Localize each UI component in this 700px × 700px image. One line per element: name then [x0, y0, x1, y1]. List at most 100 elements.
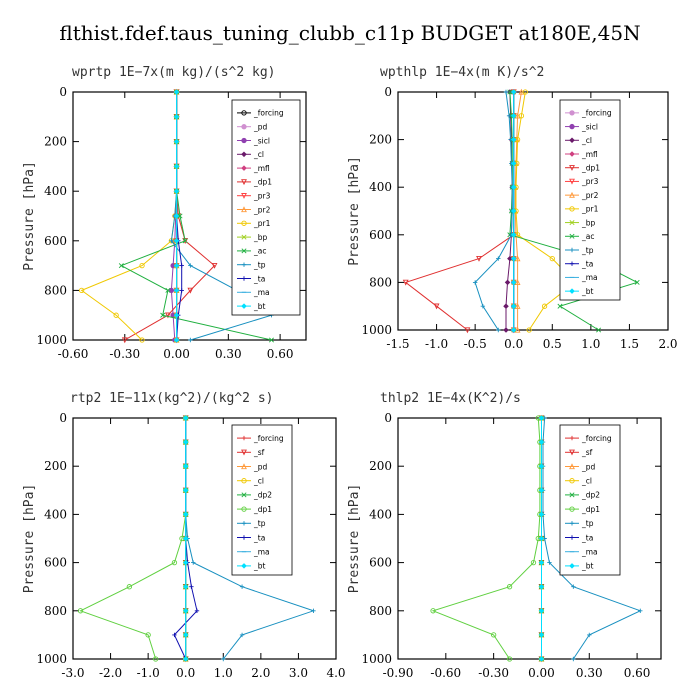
legend-label: _dp1 [581, 164, 600, 173]
data-point [476, 255, 482, 262]
data-point [490, 632, 497, 638]
y-tick-label: 200 [369, 133, 392, 147]
y-tick-label: 200 [369, 459, 392, 473]
data-point [496, 256, 501, 261]
data-point [113, 312, 119, 318]
data-point [194, 608, 200, 613]
legend-label: _bp [581, 218, 596, 227]
data-point [126, 584, 133, 590]
legend-marker [569, 123, 575, 130]
x-tick-label: 0.30 [215, 347, 242, 361]
legend-marker [569, 521, 575, 526]
data-point [139, 337, 145, 343]
legend-marker [569, 478, 575, 484]
legend-label: _pr2 [253, 205, 271, 214]
legend-marker [569, 110, 575, 116]
x-tick-label: 0.00 [163, 347, 190, 361]
data-point [78, 287, 85, 294]
data-point [160, 312, 166, 318]
x-tick-label: 4.0 [326, 666, 345, 680]
data-point [173, 213, 180, 219]
data-point [634, 279, 640, 285]
legend-label: _bt [581, 562, 594, 571]
data-point [504, 279, 511, 286]
legend-label: _bt [253, 302, 266, 311]
data-point [165, 287, 171, 293]
legend-label: _ta [253, 533, 265, 542]
data-point [221, 656, 226, 662]
data-point [164, 312, 171, 319]
legend-marker [241, 165, 247, 171]
legend-marker [241, 478, 247, 484]
legend-label: _pr1 [253, 219, 271, 228]
data-point [547, 560, 552, 565]
series-line [510, 89, 517, 333]
data-point [541, 303, 548, 309]
data-point [538, 632, 545, 638]
legend-label: _pd [253, 462, 268, 471]
legend-marker [569, 563, 575, 569]
legend-label: _ac [253, 247, 266, 256]
legend-label: _ma [253, 288, 270, 297]
series-line [173, 89, 180, 343]
y-tick-label: 600 [369, 556, 392, 570]
x-tick-label: 0.0 [504, 337, 523, 351]
series-path [124, 92, 216, 341]
y-tick-label: 1000 [361, 652, 392, 666]
legend-box [231, 99, 301, 316]
data-point [182, 608, 189, 614]
x-tick-label: -1.5 [386, 337, 409, 351]
legend-label: _tp [581, 519, 594, 528]
data-point [179, 263, 184, 268]
data-point [173, 287, 180, 294]
panel-title: rtp2 1E−11x(kg^2)/(kg^2 s) [70, 391, 274, 406]
series-line [182, 415, 189, 662]
legend-label: _mfl [581, 150, 598, 159]
data-point [268, 337, 274, 343]
data-point [503, 327, 509, 333]
data-point [538, 415, 545, 421]
panel-title: wpthlp 1E−4x(m K)/s^2 [380, 65, 544, 80]
data-point [153, 656, 159, 662]
legend-marker [241, 303, 247, 309]
data-point [430, 608, 436, 614]
y-tick-label: 200 [44, 459, 67, 473]
data-point [173, 114, 180, 120]
legend-marker [569, 449, 575, 456]
legend-marker [241, 262, 247, 267]
legend-label: _ta [581, 260, 593, 269]
data-point [510, 136, 517, 143]
series-line [77, 415, 189, 662]
data-point [518, 113, 525, 119]
data-point [182, 238, 188, 244]
data-point [510, 327, 517, 333]
y-tick-label: 400 [369, 507, 392, 521]
x-tick-label: 2.0 [251, 666, 270, 680]
data-point [506, 584, 513, 590]
data-point [433, 303, 440, 310]
y-tick-label: 800 [369, 275, 392, 289]
legend: _forcing _sf _pd _cl _dp2 _dp1 _tp _ta _ma _bt [559, 424, 621, 576]
data-point [188, 263, 193, 268]
y-tick-label: 600 [369, 228, 392, 242]
data-point [182, 463, 189, 469]
legend-label: _forcing [581, 434, 612, 443]
legend-label: _dp1 [581, 505, 600, 514]
legend-marker [241, 206, 247, 213]
data-point [311, 608, 316, 613]
chart-panel: thlp2 1E−4x(K^2)/s -0.90 -0.60 -0.30 0.00 0.3… [347, 391, 662, 680]
panel-title: thlp2 1E−4x(K^2)/s [380, 391, 521, 406]
data-point [503, 303, 509, 309]
legend-marker [569, 233, 575, 239]
legend-label: _forcing [581, 109, 612, 118]
data-point [507, 89, 513, 95]
data-point [506, 656, 513, 662]
legend: _forcing _pd _sicl _cl _mfl _dp1 _pr3 _pr2 _pr1 _… [231, 99, 301, 316]
data-point [173, 188, 180, 194]
legend-label: _sicl [581, 122, 598, 131]
legend-label: _cl [581, 477, 592, 486]
data-point [182, 487, 189, 494]
x-tick-label: 0.60 [624, 666, 651, 680]
legend-label: _dp1 [253, 178, 272, 187]
data-point [538, 439, 545, 445]
